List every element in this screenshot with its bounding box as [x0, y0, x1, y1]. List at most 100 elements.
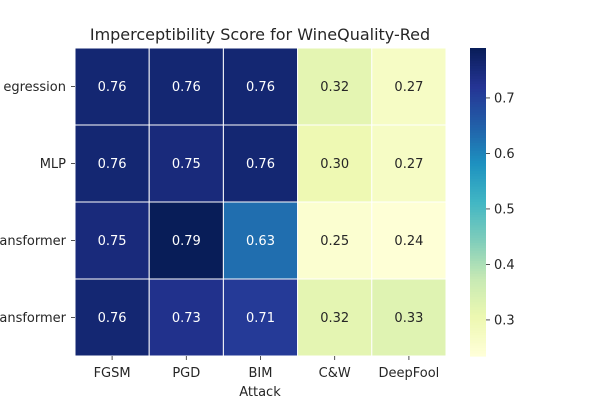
colorbar-segment	[470, 289, 486, 293]
colorbar-segment	[470, 58, 486, 62]
heatmap-cell	[297, 201, 373, 280]
colorbar-tick-label: 0.4	[494, 258, 515, 273]
colorbar-segment	[470, 276, 486, 280]
colorbar-segment	[470, 173, 486, 177]
colorbar-segment	[470, 166, 486, 170]
colorbar-segment	[470, 178, 486, 183]
x-tick-label: DeepFool	[379, 366, 440, 381]
colorbar-segment	[470, 335, 486, 339]
cell-value-label: 0.76	[246, 157, 275, 172]
colorbar-tick-label: 0.3	[494, 313, 515, 328]
heatmap-cell	[371, 201, 447, 280]
colorbar-segment	[470, 107, 486, 111]
heatmap-cell	[148, 47, 224, 126]
colorbar-segment	[470, 245, 486, 249]
colorbar-segment	[470, 60, 486, 64]
colorbar-segment	[470, 294, 486, 298]
colorbar-segment	[470, 99, 486, 103]
colorbar-segment	[470, 243, 486, 247]
colorbar-segment	[470, 55, 486, 59]
colorbar-segment	[470, 232, 486, 236]
colorbar-segment	[470, 130, 486, 134]
cell-value-label: 0.27	[394, 157, 423, 172]
colorbar-segment	[470, 325, 486, 329]
colorbar-segment	[470, 117, 486, 121]
colorbar-segment	[470, 317, 486, 321]
cell-value-label: 0.27	[394, 80, 423, 95]
colorbar-segment	[470, 168, 486, 172]
cell-value-label: 0.33	[394, 311, 423, 326]
colorbar-segment	[470, 160, 486, 165]
colorbar-segment	[470, 109, 486, 113]
heatmap-cell	[297, 278, 373, 357]
colorbar-segment	[470, 307, 486, 311]
colorbar-segment	[470, 191, 486, 195]
colorbar-segment	[470, 63, 486, 67]
chart-title: Imperceptibility Score for WineQuality-R…	[90, 25, 430, 44]
colorbar-segment	[470, 65, 486, 70]
colorbar-segment	[470, 132, 486, 136]
heatmap-cell	[222, 201, 299, 280]
colorbar-segment	[470, 240, 486, 244]
colorbar-segment	[470, 248, 486, 252]
heatmap-cell-labels: 0.76 0.76 0.76 0.32 0.27 0.76 0.75 0.76 0.30 0.27…	[98, 80, 424, 326]
colorbar-segment	[470, 91, 486, 95]
colorbar-segment	[470, 258, 486, 262]
colorbar-segment	[470, 312, 486, 316]
colorbar-segment	[470, 332, 486, 337]
x-tick-label: C&W	[319, 366, 351, 381]
colorbar-segment	[470, 219, 486, 224]
colorbar-segment	[470, 196, 486, 201]
colorbar-segment	[470, 155, 486, 159]
colorbar-segment	[470, 322, 486, 326]
y-tick-label: MLP	[40, 157, 66, 172]
colorbar-segment	[470, 235, 486, 239]
heatmap-cell	[148, 278, 224, 357]
heatmap-cell	[148, 201, 224, 280]
colorbar-segment	[470, 125, 486, 129]
colorbar-segment	[470, 48, 486, 52]
colorbar-segment	[470, 78, 486, 82]
colorbar-segment	[470, 353, 486, 357]
colorbar-segment	[470, 207, 486, 211]
cell-value-label: 0.71	[246, 311, 275, 326]
colorbar-segment	[470, 230, 486, 234]
colorbar-segment	[470, 163, 486, 167]
heatmap-cell	[297, 47, 373, 126]
colorbar-segment	[470, 327, 486, 331]
cell-value-label: 0.25	[320, 234, 349, 249]
colorbar: 0.3 0.4 0.5 0.6 0.7	[470, 48, 515, 357]
colorbar-segment	[470, 50, 486, 54]
colorbar-segment	[470, 279, 486, 283]
colorbar-segment	[470, 314, 486, 319]
cell-value-label: 0.76	[98, 80, 127, 95]
heatmap-cell	[222, 278, 299, 357]
cell-value-label: 0.75	[98, 234, 127, 249]
colorbar-segment	[470, 202, 486, 206]
x-tick-label: FGSM	[94, 366, 131, 381]
colorbar-segment	[470, 299, 486, 303]
colorbar-segment	[470, 338, 486, 342]
colorbar-segment	[470, 153, 486, 157]
x-axis-ticks: FGSM PGD BIM C&W DeepFool	[94, 356, 440, 381]
colorbar-segment	[470, 343, 486, 347]
colorbar-segment	[470, 73, 486, 77]
colorbar-segment	[470, 237, 486, 242]
colorbar-segment	[470, 302, 486, 306]
colorbar-segment	[470, 148, 486, 152]
colorbar-segment	[470, 309, 486, 313]
cell-value-label: 0.76	[246, 80, 275, 95]
y-tick-label: ansformer	[0, 234, 67, 249]
colorbar-segment	[470, 176, 486, 180]
heatmap-cell	[222, 47, 299, 126]
colorbar-segment	[470, 189, 486, 193]
colorbar-segment	[470, 209, 486, 213]
colorbar-segment	[470, 345, 486, 349]
colorbar-segment	[470, 101, 486, 106]
colorbar-segment	[470, 263, 486, 267]
colorbar-segment	[470, 320, 486, 324]
colorbar-segment	[470, 255, 486, 260]
colorbar-segment	[470, 227, 486, 231]
cell-value-label: 0.75	[172, 157, 201, 172]
